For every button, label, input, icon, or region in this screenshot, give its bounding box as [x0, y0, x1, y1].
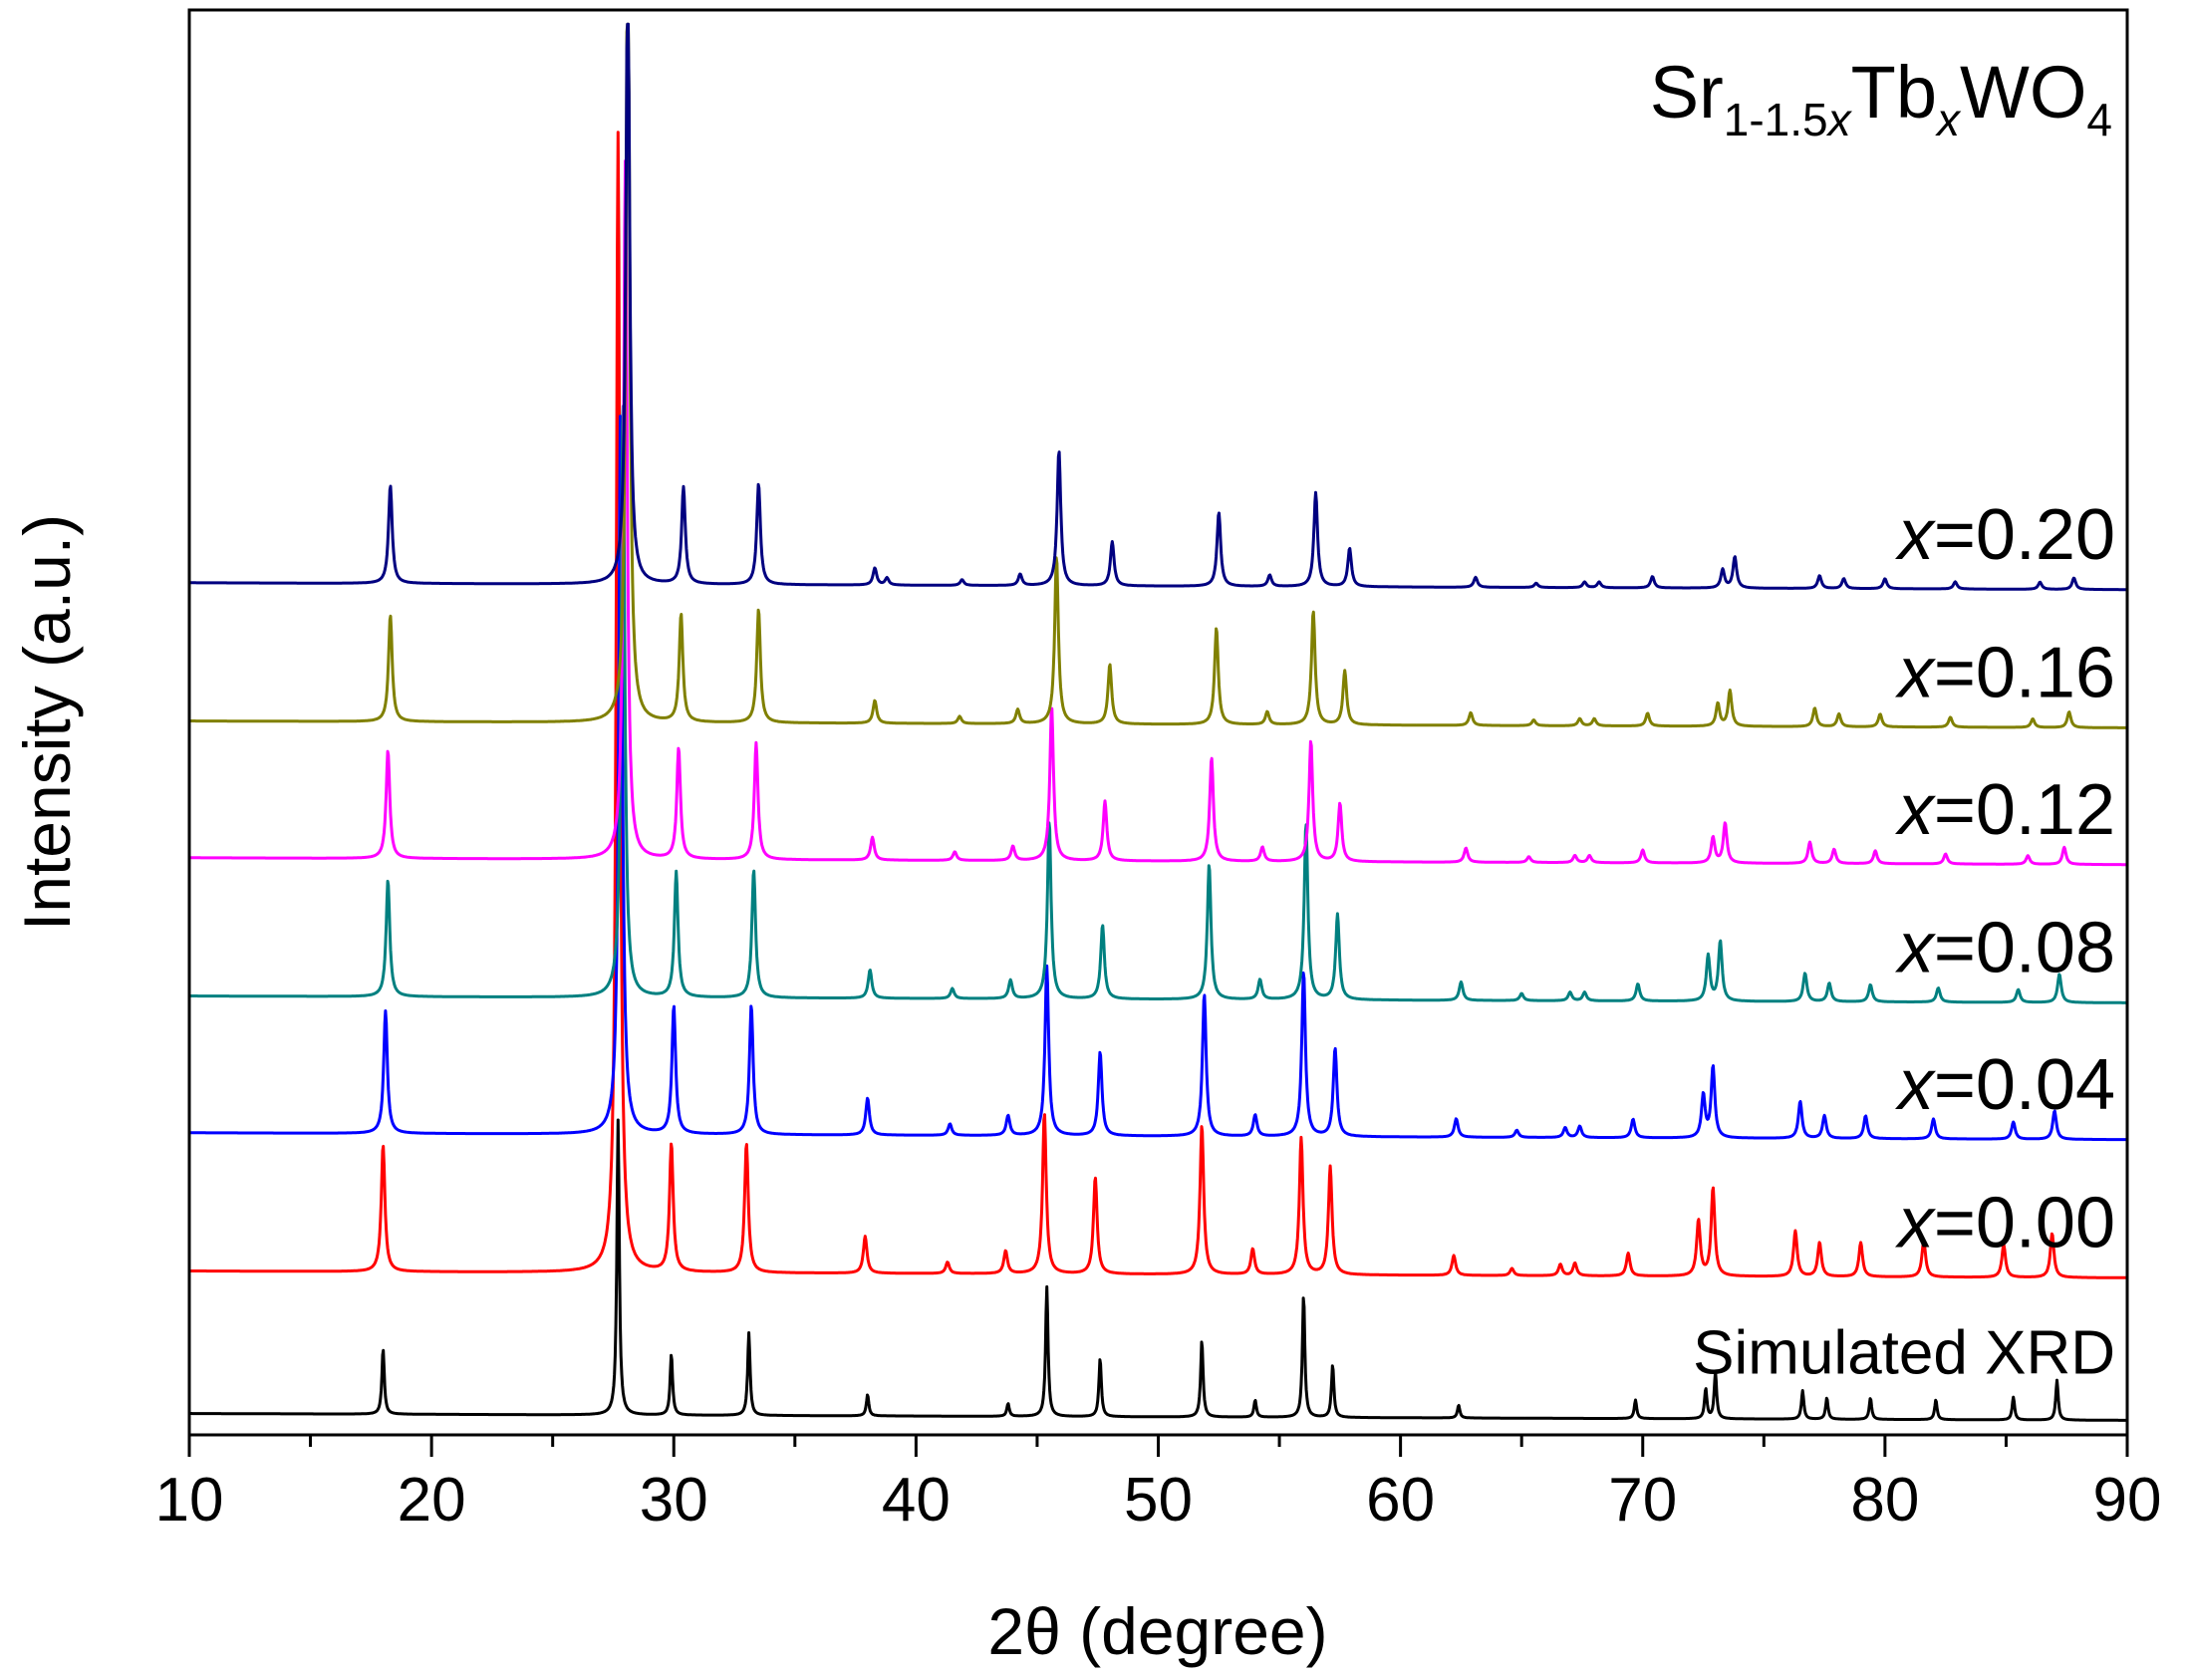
x-tick-label: 80 [1850, 1466, 1919, 1535]
series-line-0 [188, 1118, 2128, 1422]
x-tick-label: 30 [640, 1466, 708, 1535]
series-label-1: x=0.00 [1895, 1184, 2115, 1263]
series-label-0: Simulated XRD [1693, 1319, 2115, 1388]
x-tick-label: 50 [1124, 1466, 1193, 1535]
series-label-3: x=0.08 [1895, 909, 2115, 988]
chart-title: Sr1-1.5xTbxWO4 [1650, 51, 2112, 145]
x-tick-label: 60 [1366, 1466, 1435, 1535]
x-tick-label: 90 [2093, 1466, 2162, 1535]
x-tick-label: 20 [398, 1466, 466, 1535]
series-label-layer: Simulated XRD x=0.00 x=0.04 x=0.08 x=0.12 x=0… [1693, 495, 2115, 1388]
x-tick-label: 40 [882, 1466, 951, 1535]
series-label-2: x=0.04 [1895, 1045, 2115, 1125]
y-axis-title: Intensity (a.u.) [10, 514, 84, 931]
series-layer [188, 22, 2128, 1422]
series-label-5: x=0.16 [1895, 634, 2115, 713]
series-line-6 [188, 22, 2128, 592]
x-tick-layer: 10 20 30 40 50 60 70 80 90 [155, 1435, 2162, 1535]
series-line-1 [188, 131, 2128, 1279]
series-label-6: x=0.20 [1895, 495, 2115, 575]
series-line-3 [188, 405, 2128, 1004]
series-line-5 [188, 22, 2128, 729]
series-line-2 [188, 415, 2128, 1142]
x-tick-label: 10 [155, 1466, 224, 1535]
series-label-4: x=0.12 [1895, 770, 2115, 850]
series-line-4 [188, 159, 2128, 867]
x-tick-label: 70 [1608, 1466, 1677, 1535]
x-axis-title: 2θ (degree) [987, 1594, 1327, 1668]
